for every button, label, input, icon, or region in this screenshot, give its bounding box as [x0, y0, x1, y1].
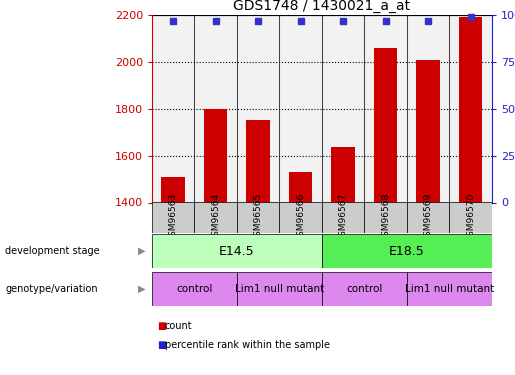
Text: Lim1 null mutant: Lim1 null mutant — [235, 284, 324, 294]
Text: E18.5: E18.5 — [389, 245, 425, 258]
Bar — [407, 272, 492, 306]
Bar — [247, 120, 270, 202]
Bar — [417, 60, 440, 202]
Text: GSM96569: GSM96569 — [424, 193, 433, 242]
Text: GSM96567: GSM96567 — [339, 193, 348, 242]
Bar — [449, 15, 492, 202]
Bar — [279, 15, 322, 202]
Bar — [194, 15, 237, 202]
Text: count: count — [165, 321, 193, 331]
Text: ▶: ▶ — [138, 246, 145, 256]
Bar — [407, 202, 449, 232]
Title: GDS1748 / 1430021_a_at: GDS1748 / 1430021_a_at — [233, 0, 410, 13]
Text: GSM96563: GSM96563 — [169, 193, 178, 242]
Bar — [152, 202, 194, 232]
Bar — [237, 272, 322, 306]
Bar — [279, 202, 322, 232]
Text: control: control — [176, 284, 213, 294]
Text: development stage: development stage — [5, 246, 100, 256]
Bar — [162, 177, 185, 203]
Bar — [332, 147, 355, 202]
Text: ■: ■ — [157, 340, 166, 350]
Bar — [459, 17, 482, 203]
Text: Lim1 null mutant: Lim1 null mutant — [405, 284, 494, 294]
Bar — [152, 234, 322, 268]
Text: E14.5: E14.5 — [219, 245, 255, 258]
Bar — [322, 15, 364, 202]
Text: genotype/variation: genotype/variation — [5, 284, 98, 294]
Bar — [289, 172, 312, 202]
Text: control: control — [346, 284, 383, 294]
Text: GSM96565: GSM96565 — [254, 193, 263, 242]
Bar — [364, 202, 407, 232]
Bar — [449, 202, 492, 232]
Bar — [407, 15, 449, 202]
Bar — [237, 15, 279, 202]
Text: ▶: ▶ — [138, 284, 145, 294]
Bar — [152, 272, 237, 306]
Bar — [152, 15, 194, 202]
Bar — [322, 202, 365, 232]
Bar — [204, 109, 227, 202]
Text: GSM96566: GSM96566 — [296, 193, 305, 242]
Text: GSM96570: GSM96570 — [466, 193, 475, 242]
Text: GSM96564: GSM96564 — [211, 193, 220, 242]
Bar — [322, 272, 407, 306]
Bar — [194, 202, 237, 232]
Bar — [364, 15, 407, 202]
Text: percentile rank within the sample: percentile rank within the sample — [165, 340, 330, 350]
Text: ■: ■ — [157, 321, 166, 331]
Bar — [322, 234, 492, 268]
Bar — [237, 202, 279, 232]
Bar — [374, 48, 397, 202]
Text: GSM96568: GSM96568 — [381, 193, 390, 242]
